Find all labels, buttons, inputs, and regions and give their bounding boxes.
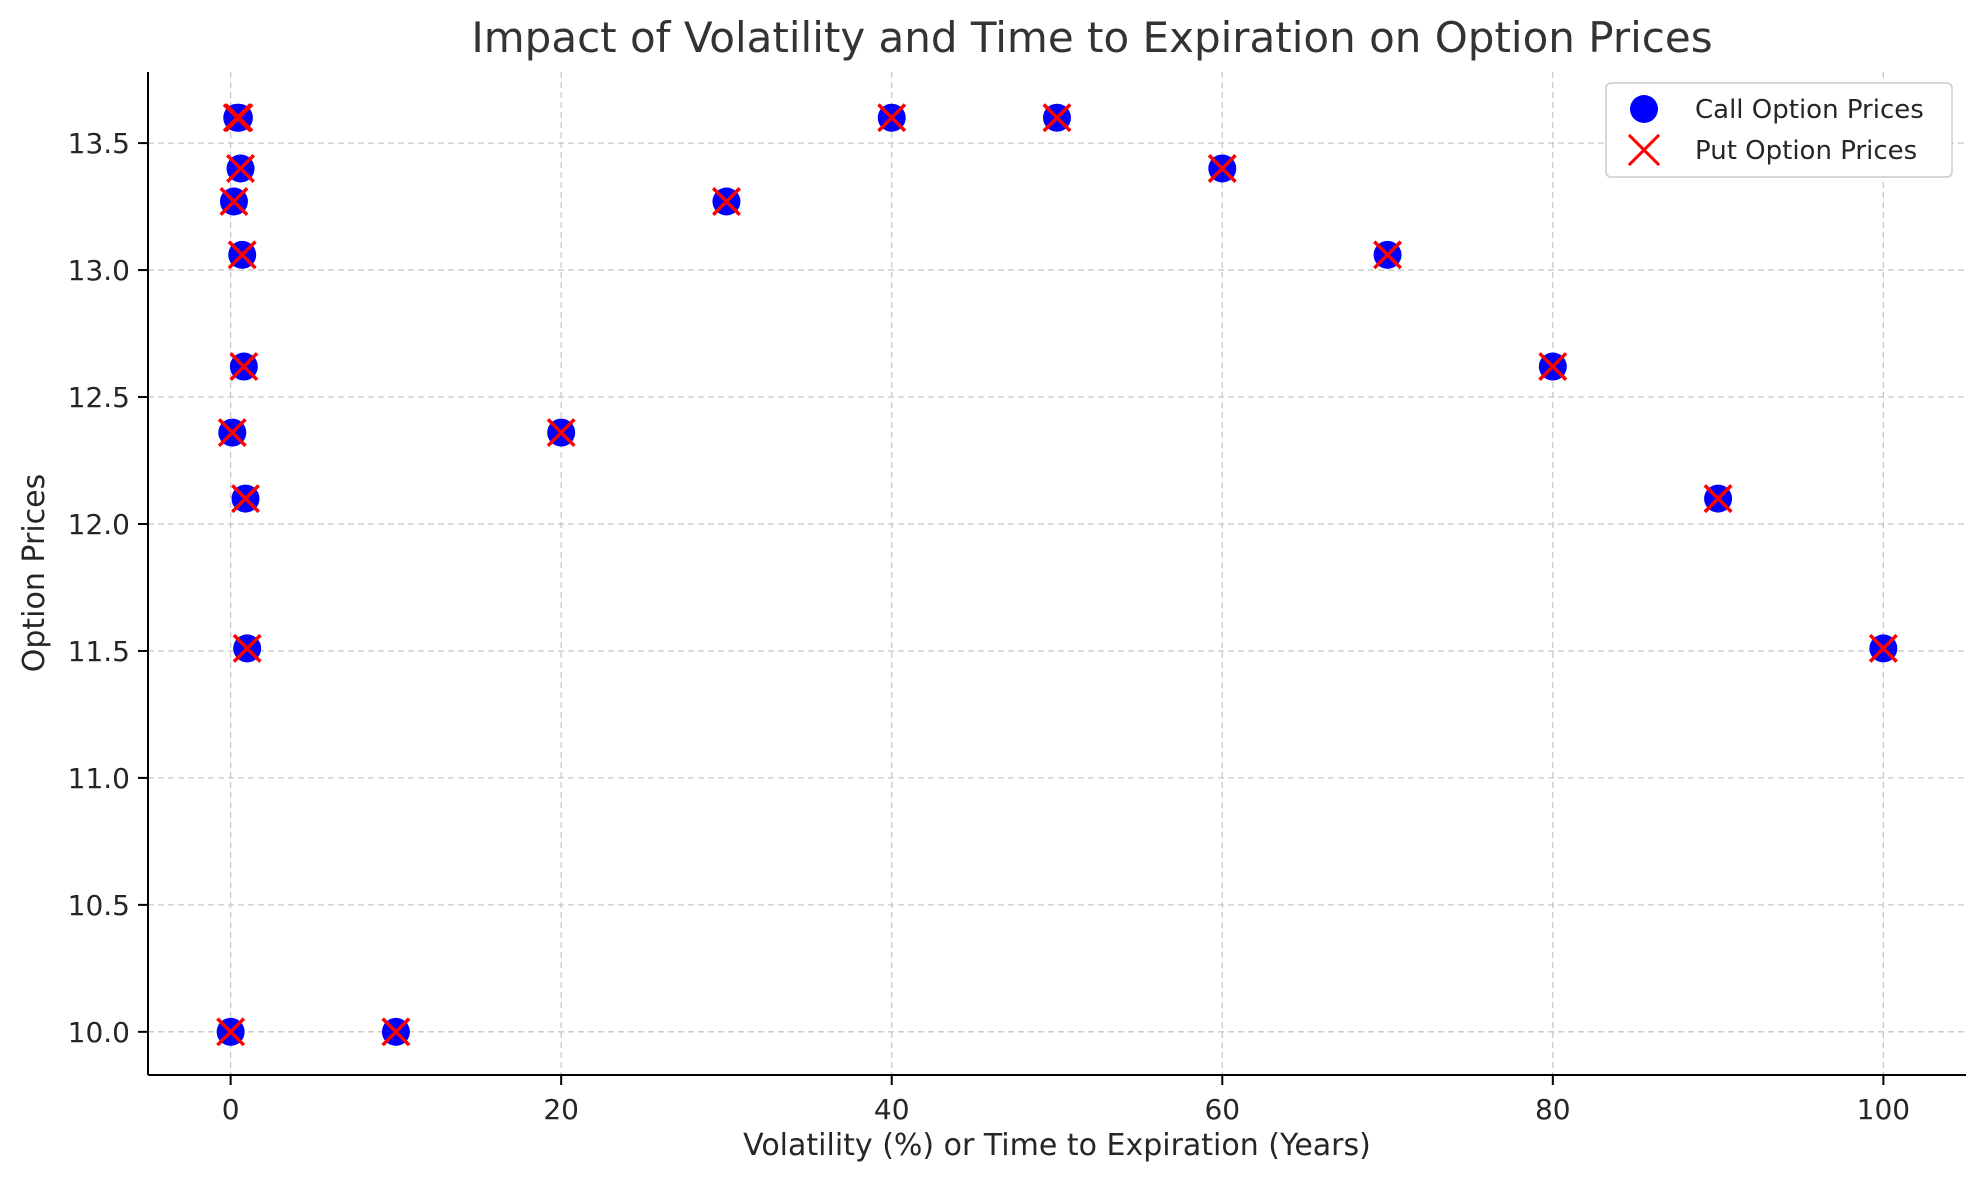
put-option-point (219, 187, 249, 216)
put-option-point (224, 103, 254, 133)
x-axis-title: Volatility (%) or Time to Expiration (Ye… (743, 1128, 1371, 1163)
put-option-point (1207, 154, 1237, 183)
grid-lines (148, 72, 1966, 1075)
x-tick-label: 0 (222, 1093, 240, 1126)
put-option-point (877, 103, 907, 133)
legend-put-marker (1627, 133, 1661, 167)
x-tick-label: 100 (1857, 1093, 1910, 1126)
x-tick-label: 60 (1204, 1093, 1240, 1126)
put-option-point (231, 484, 260, 514)
y-tick-label: 13.0 (68, 254, 130, 287)
y-tick-label: 11.0 (68, 762, 130, 795)
x-tick-label: 80 (1535, 1093, 1571, 1126)
put-option-point (226, 154, 256, 183)
put-option-points (216, 103, 1898, 1047)
y-axis-title: Option Prices (17, 474, 52, 672)
chart-title: Impact of Volatility and Time to Expirat… (471, 13, 1712, 62)
y-tick-label: 10.5 (68, 889, 130, 922)
put-option-point (1373, 240, 1403, 270)
legend-put-label: Put Option Prices (1695, 136, 1917, 166)
legend-box (1605, 82, 1953, 178)
x-axis-ticks: 0 20 40 60 80 100 (222, 1075, 1910, 1126)
y-tick-label: 13.5 (68, 127, 130, 160)
legend-call-marker (1630, 95, 1658, 123)
legend-call-label: Call Option Prices (1695, 95, 1924, 125)
put-option-point (711, 187, 741, 216)
y-tick-label: 12.0 (68, 508, 130, 541)
put-option-point (232, 633, 262, 663)
put-option-point (1703, 484, 1733, 514)
y-tick-label: 11.5 (68, 635, 130, 668)
put-option-point (1868, 633, 1898, 663)
put-option-point (216, 1017, 246, 1047)
y-axis-ticks: 10.0 10.5 11.0 11.5 12.0 12.5 13.0 13.5 (68, 127, 148, 1049)
x-tick-label: 20 (543, 1093, 579, 1126)
put-option-point (227, 240, 257, 270)
put-option-point (546, 418, 576, 448)
put-option-point (229, 352, 259, 382)
put-option-point (381, 1017, 411, 1047)
put-option-point (217, 418, 247, 448)
y-tick-label: 10.0 (68, 1016, 130, 1049)
put-option-point (1042, 103, 1072, 133)
put-option-point (1538, 352, 1568, 382)
x-tick-label: 40 (874, 1093, 910, 1126)
legend: Call Option Prices Put Option Prices (1605, 82, 1953, 178)
y-tick-label: 12.5 (68, 381, 130, 414)
